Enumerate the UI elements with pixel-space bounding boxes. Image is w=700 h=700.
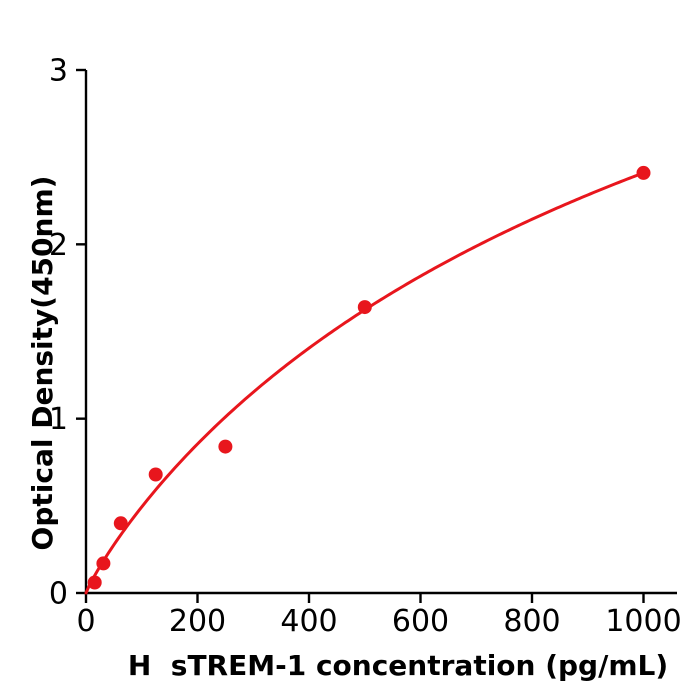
x-tick-label: 400 [280, 604, 337, 639]
y-tick-label: 0 [49, 577, 68, 612]
data-point [96, 556, 111, 571]
x-axis-title: H sTREM-1 concentration (pg/mL) [127, 649, 669, 682]
data-point [357, 300, 372, 315]
y-tick-label: 3 [49, 54, 68, 89]
y-tick-label: 2 [49, 228, 68, 263]
data-point [148, 467, 163, 482]
data-point [113, 516, 128, 531]
data-point [636, 165, 651, 180]
x-tick-label: 600 [392, 604, 449, 639]
x-tick-label: 0 [76, 604, 95, 639]
data-point [87, 575, 102, 590]
x-tick-label: 800 [503, 604, 560, 639]
x-tick-label: 200 [169, 604, 226, 639]
y-tick-label: 1 [49, 402, 68, 437]
y-axis-title: Optical Density(450nm) [26, 175, 59, 551]
fit-curve [84, 171, 645, 595]
x-tick-label: 1000 [605, 604, 681, 639]
data-point [218, 439, 233, 454]
